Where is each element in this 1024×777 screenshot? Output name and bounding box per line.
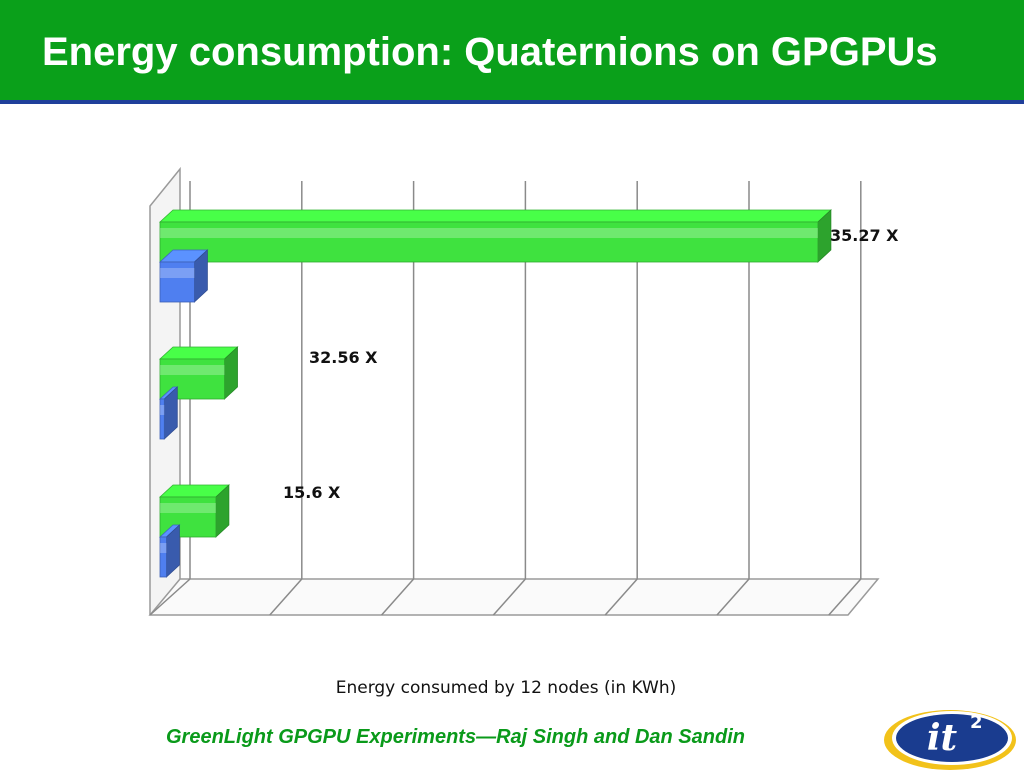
bar-s1-c2	[159, 261, 195, 303]
slide-title: Energy consumption: Quaternions on GPGPU…	[42, 30, 938, 74]
floor-gridline-6	[828, 578, 862, 616]
chart-floor-plane	[148, 578, 880, 616]
logo-superscript: 2	[970, 712, 983, 733]
footer-credit: GreenLight GPGPU Experiments—Raj Singh a…	[166, 726, 745, 748]
floor-gridline-5	[716, 578, 750, 616]
bar-s0-c2	[159, 221, 819, 263]
data-label-0: 15.6 X	[283, 483, 341, 502]
it2-logo-icon: it 2	[884, 710, 1016, 770]
bar-highlight-s0-c1	[160, 365, 225, 375]
bar-top-s0-c2	[158, 209, 832, 223]
bar-highlight-s1-c2	[160, 268, 195, 278]
bar-s1-c1	[159, 398, 165, 440]
bar-highlight-s1-c1	[160, 405, 165, 415]
bar-highlight-s0-c2	[160, 228, 818, 238]
chart-bars	[158, 209, 832, 578]
floor-gridline-0	[149, 578, 191, 616]
data-label-1: 32.56 X	[309, 348, 378, 367]
x-axis-label: Energy consumed by 12 nodes (in KWh)	[335, 678, 677, 698]
bar-s1-c0	[159, 536, 167, 578]
chart-data-labels: 15.6 X 32.56 X 35.27 X	[283, 226, 899, 502]
data-label-2: 35.27 X	[830, 226, 899, 245]
floor-gridline-1	[269, 578, 303, 616]
logo-text: it	[927, 717, 958, 759]
floor-gridline-3	[492, 578, 526, 616]
title-bar: Energy consumption: Quaternions on GPGPU…	[0, 0, 1024, 104]
floor-gridline-4	[604, 578, 638, 616]
floor-gridline-2	[381, 578, 415, 616]
bar-highlight-s1-c0	[160, 543, 167, 553]
bar-highlight-s0-c0	[160, 503, 216, 513]
